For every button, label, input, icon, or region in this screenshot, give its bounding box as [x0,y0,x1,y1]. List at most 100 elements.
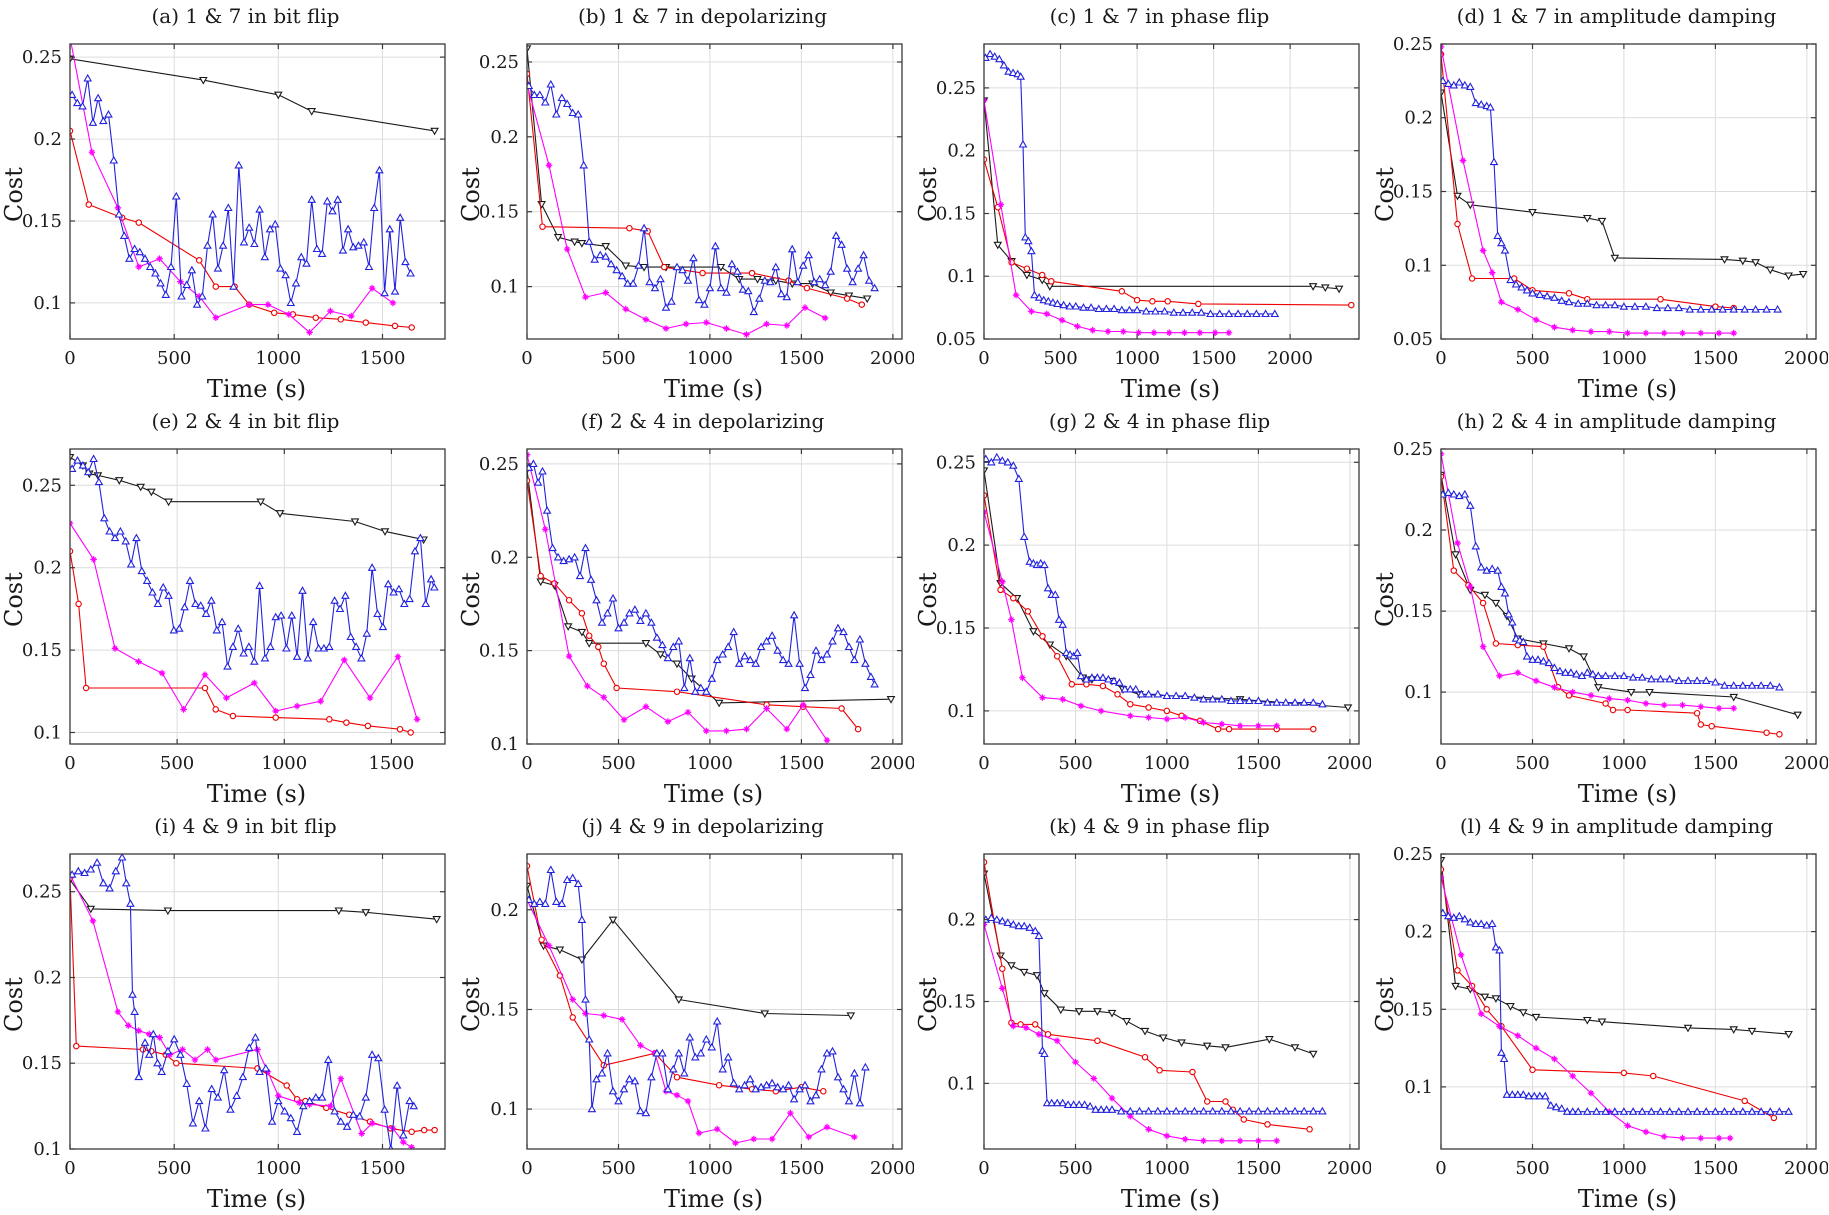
svg-text:0.1: 0.1 [1404,255,1433,276]
x-axis-label-c: Time (s) [1120,375,1221,403]
svg-text:500: 500 [1515,348,1549,369]
svg-text:2000: 2000 [870,1158,914,1179]
svg-text:500: 500 [601,348,635,369]
y-axis-label-f: Cost [457,572,485,628]
svg-text:0.2: 0.2 [947,141,976,162]
svg-text:0.15: 0.15 [936,204,976,225]
svg-text:0.1: 0.1 [33,1139,62,1160]
x-axis-label-g: Time (s) [1120,780,1221,808]
y-axis-label-d: Cost [1371,167,1399,223]
y-axis-label-h: Cost [1371,572,1399,628]
svg-text:0.2: 0.2 [33,129,62,150]
plot-area-c: 0 500 1000 1500 2000 0.05 0.1 0.15 0.2 0.25 [936,43,1360,369]
subplot-e: 0 500 1000 1500 0.1 0.15 0.2 0.25 (e) 2 & 4 in … [0,405,457,810]
svg-text:0.2: 0.2 [1404,520,1433,541]
svg-text:0.25: 0.25 [936,78,976,99]
subplot-title-g: (g) 2 & 4 in phase flip [1048,409,1271,433]
plot-area-l: 0 500 1000 1500 2000 0.1 0.15 0.2 0.25 [1393,844,1828,1179]
svg-text:0.1: 0.1 [1404,682,1433,703]
x-axis-label-h: Time (s) [1577,780,1678,808]
svg-text:0.1: 0.1 [33,293,62,314]
svg-text:0.15: 0.15 [22,211,62,232]
y-axis-label-g: Cost [914,572,942,628]
svg-text:0: 0 [64,753,75,774]
svg-text:1500: 1500 [778,753,824,774]
subplot-h: 0 500 1000 1500 2000 0.1 0.15 0.2 0.25 (h) 2 & 4… [1371,405,1828,810]
subplot-title-a: (a) 1 & 7 in bit flip [151,4,340,28]
svg-text:1000: 1000 [687,348,733,369]
svg-text:0.1: 0.1 [490,277,519,298]
svg-text:1500: 1500 [1235,753,1281,774]
svg-text:2000: 2000 [1267,348,1313,369]
svg-text:0: 0 [521,1158,532,1179]
svg-text:2000: 2000 [870,753,914,774]
subplot-k: 0 500 1000 1500 2000 0.1 0.15 0.2 (k) 4 & 9 in … [914,810,1371,1215]
y-axis-label-l: Cost [1371,977,1399,1033]
svg-text:0.15: 0.15 [1393,601,1433,622]
subplot-title-f: (f) 2 & 4 in depolarizing [580,409,825,433]
svg-text:0.1: 0.1 [947,701,976,722]
plot-area-d: 0 500 1000 1500 2000 0.05 0.1 0.15 0.2 0.25 [1393,34,1828,369]
svg-text:0.15: 0.15 [1393,182,1433,203]
y-axis-label-e: Cost [0,572,28,628]
svg-text:0.25: 0.25 [22,882,62,903]
svg-text:1000: 1000 [1601,753,1647,774]
svg-text:1000: 1000 [1114,348,1160,369]
svg-text:0.1: 0.1 [490,734,519,755]
svg-text:2000: 2000 [1784,753,1828,774]
svg-text:0.25: 0.25 [1393,439,1433,460]
svg-text:0.2: 0.2 [33,968,62,989]
x-axis-label-e: Time (s) [206,780,307,808]
svg-text:0: 0 [978,348,989,369]
svg-text:1500: 1500 [1692,348,1738,369]
svg-text:0: 0 [978,1158,989,1179]
svg-text:0.15: 0.15 [1393,999,1433,1020]
subplot-title-j: (j) 4 & 9 in depolarizing [581,814,824,838]
plot-area-b: 0 500 1000 1500 2000 0.1 0.15 0.2 0.25 [479,43,914,369]
subplot-a: 0 500 1000 1500 0.1 0.15 0.2 0.25 (a) 1 & 7 in … [0,0,457,405]
svg-text:1500: 1500 [1692,1158,1738,1179]
x-axis-label-j: Time (s) [663,1185,764,1213]
x-axis-label-b: Time (s) [663,375,764,403]
svg-text:1500: 1500 [778,1158,824,1179]
svg-text:2000: 2000 [1327,753,1371,774]
svg-text:0.2: 0.2 [1404,922,1433,943]
subplot-i: 0 500 1000 1500 0.1 0.15 0.2 0.25 (i) 4 & 9 in … [0,810,457,1215]
plot-area-e: 0 500 1000 1500 0.1 0.15 0.2 0.25 [22,448,446,774]
y-axis-label-b: Cost [457,167,485,223]
svg-text:1000: 1000 [1601,1158,1647,1179]
svg-text:1000: 1000 [255,348,301,369]
plot-area-k: 0 500 1000 1500 2000 0.1 0.15 0.2 [936,853,1371,1179]
subplot-title-c: (c) 1 & 7 in phase flip [1049,4,1270,28]
svg-text:0.15: 0.15 [936,618,976,639]
subplot-title-d: (d) 1 & 7 in amplitude damping [1456,4,1777,28]
y-axis-label-i: Cost [0,977,28,1033]
svg-text:2000: 2000 [1327,1158,1371,1179]
svg-text:0.1: 0.1 [1404,1077,1433,1098]
plot-area-f: 0 500 1000 1500 2000 0.1 0.15 0.2 0.25 [479,448,914,774]
subplot-b: 0 500 1000 1500 2000 0.1 0.15 0.2 0.25 (b) 1 & 7… [457,0,914,405]
svg-text:0.2: 0.2 [490,900,519,921]
svg-text:0.15: 0.15 [479,1000,519,1021]
x-axis-label-k: Time (s) [1120,1185,1221,1213]
svg-text:0.05: 0.05 [936,329,976,350]
svg-text:0: 0 [64,348,75,369]
svg-text:0: 0 [1435,1158,1446,1179]
svg-text:500: 500 [157,348,191,369]
svg-text:0: 0 [978,753,989,774]
svg-text:1000: 1000 [687,1158,733,1179]
y-axis-label-k: Cost [914,977,942,1033]
svg-text:0.2: 0.2 [490,547,519,568]
y-axis-label-c: Cost [914,167,942,223]
plot-area-a: 0 500 1000 1500 0.1 0.15 0.2 0.25 [22,43,446,369]
svg-text:0.25: 0.25 [22,475,62,496]
svg-text:500: 500 [1043,348,1077,369]
svg-text:0.25: 0.25 [936,452,976,473]
svg-text:0.15: 0.15 [936,992,976,1013]
svg-text:500: 500 [1058,1158,1092,1179]
svg-text:0.1: 0.1 [947,1073,976,1094]
subplot-c: 0 500 1000 1500 2000 0.05 0.1 0.15 0.2 0.25 (c) 1… [914,0,1371,405]
x-axis-label-l: Time (s) [1577,1185,1678,1213]
svg-text:500: 500 [157,1158,191,1179]
